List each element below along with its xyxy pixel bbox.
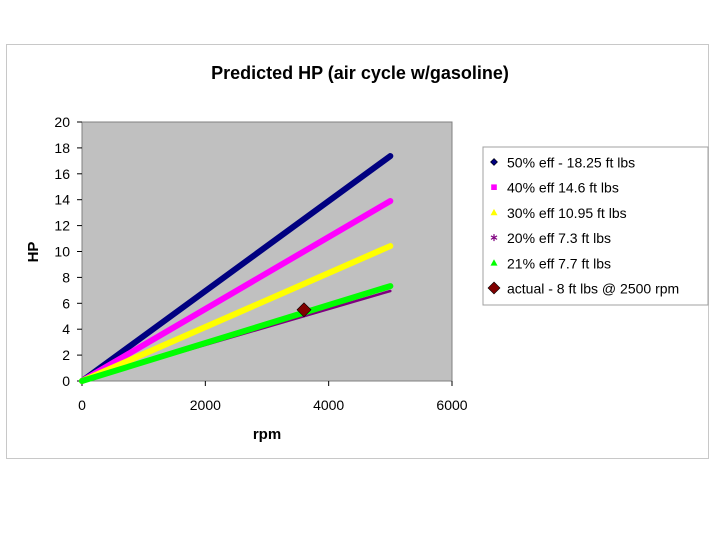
- y-tick-label-6: 12: [54, 218, 70, 234]
- y-tick-label-5: 10: [54, 244, 70, 260]
- y-tick-label-10: 20: [54, 114, 70, 130]
- series-line-0: [79, 153, 394, 384]
- series-lines: [79, 153, 394, 384]
- legend-marker-5: [487, 281, 501, 295]
- legend-label-1: 40% eff 14.6 ft lbs: [507, 180, 619, 196]
- legend-marker-0: [490, 158, 498, 166]
- legend-marker-2: [490, 208, 498, 216]
- legend-marker-1: [491, 184, 497, 190]
- series-markers: [296, 302, 312, 318]
- y-axis-title: HP: [25, 242, 42, 263]
- x-axis-title: rpm: [253, 426, 281, 443]
- y-tick-label-4: 8: [62, 269, 70, 285]
- legend-label-2: 30% eff 10.95 ft lbs: [507, 205, 627, 221]
- y-tick-label-2: 4: [62, 321, 70, 337]
- y-tick-label-9: 18: [54, 140, 70, 156]
- legend-label-4: 21% eff 7.7 ft lbs: [507, 255, 611, 271]
- x-tick-label-2: 4000: [313, 397, 344, 413]
- legend-box: [482, 146, 709, 306]
- x-tick-label-3: 6000: [436, 397, 467, 413]
- legend-marker-4: [490, 259, 498, 266]
- y-tick-label-0: 0: [62, 373, 70, 389]
- y-tick-label-7: 14: [54, 192, 70, 208]
- data-point-5: [296, 302, 312, 318]
- series-line-4: [79, 283, 394, 384]
- legend-label-5: actual - 8 ft lbs @ 2500 rpm: [507, 281, 679, 297]
- legend-marker-3: [490, 234, 498, 242]
- legend-label-3: 20% eff 7.3 ft lbs: [507, 230, 611, 246]
- y-axis-ticks: 0 2 4 6 8 10 12 14 16 18 20: [54, 114, 82, 389]
- x-axis-ticks: 0 2000 4000 6000: [78, 381, 468, 413]
- x-tick-label-0: 0: [78, 397, 86, 413]
- series-line-1: [79, 197, 394, 384]
- x-tick-label-1: 2000: [190, 397, 221, 413]
- y-tick-label-1: 2: [62, 347, 70, 363]
- series-line-2: [79, 243, 394, 384]
- y-tick-label-8: 16: [54, 166, 70, 182]
- legend-label-0: 50% eff - 18.25 ft lbs: [507, 155, 635, 171]
- chart-title: Predicted HP (air cycle w/gasoline): [211, 63, 509, 83]
- y-tick-label-3: 6: [62, 295, 70, 311]
- legend: 50% eff - 18.25 ft lbs 40% eff 14.6 ft lb…: [487, 155, 679, 297]
